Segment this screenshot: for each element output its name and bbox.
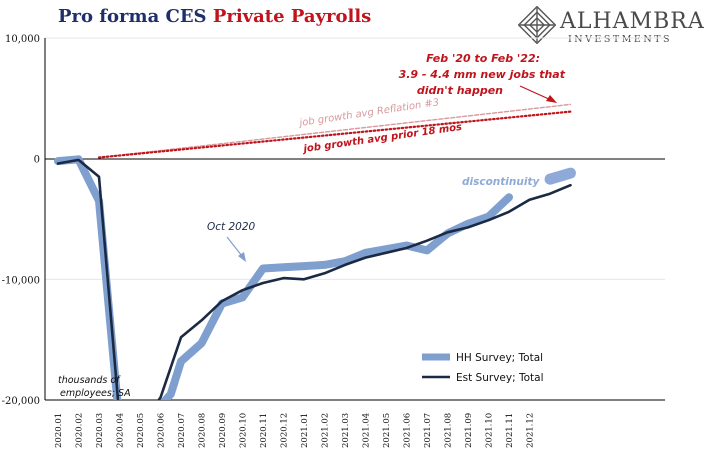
units-label-line2: employees; SA bbox=[60, 388, 131, 399]
legend: HH Survey; Total Est Survey; Total bbox=[422, 352, 543, 384]
x-tick-label: 2021.10 bbox=[485, 413, 495, 448]
x-tick-label: 2021.02 bbox=[321, 413, 331, 448]
alhambra-logo-icon bbox=[518, 6, 556, 44]
x-tick-label: 2020.09 bbox=[218, 413, 228, 448]
annotation-reflation: job growth avg Reflation #3 bbox=[297, 97, 440, 129]
x-tick-label: 2020.07 bbox=[177, 413, 187, 448]
logo: ALHAMBRA INVESTMENTS bbox=[560, 10, 705, 46]
series-est-line bbox=[56, 158, 572, 400]
annotation-discontinuity: discontinuity bbox=[462, 176, 540, 188]
series-lines bbox=[54, 103, 576, 400]
x-tick-label: 2020.02 bbox=[75, 413, 85, 448]
x-tick-label: 2020.05 bbox=[136, 413, 146, 448]
x-tick-labels: 2020.01 2020.02 2020.03 2020.04 2020.05 2020.… bbox=[54, 413, 536, 448]
legend-label-est: Est Survey; Total bbox=[456, 372, 543, 384]
x-tick-label: 2021.04 bbox=[362, 413, 372, 448]
y-tick-label: -20,000 bbox=[2, 396, 40, 407]
title-part-1: Pro forma CES bbox=[58, 6, 207, 27]
units-label-line1: thousands of bbox=[58, 375, 121, 386]
x-tick-label: 2020.04 bbox=[116, 413, 126, 448]
series-hh-line bbox=[54, 155, 513, 400]
gridlines bbox=[45, 37, 665, 401]
title-part-2: Private Payrolls bbox=[212, 6, 372, 27]
x-tick-label: 2020.03 bbox=[95, 413, 105, 448]
series-prior18-line bbox=[97, 110, 572, 159]
x-tick-label: 2021.11 bbox=[505, 413, 515, 448]
x-tick-label: 2021.01 bbox=[300, 413, 310, 448]
annotation-feb-line2: 3.9 - 4.4 mm new jobs that bbox=[399, 68, 566, 81]
x-tick-label: 2021.07 bbox=[423, 413, 433, 448]
x-tick-label: 2021.06 bbox=[403, 413, 413, 448]
x-tick-label: 2020.06 bbox=[157, 413, 167, 448]
chart-title: Pro forma CES Private Payrolls bbox=[58, 6, 371, 27]
series-reflation-line bbox=[98, 103, 572, 159]
axes bbox=[44, 38, 665, 401]
x-tick-label: 2021.12 bbox=[526, 413, 536, 448]
x-tick-label: 2021.03 bbox=[341, 413, 351, 448]
x-tick-label: 2020.08 bbox=[198, 413, 208, 448]
y-tick-label: 0 bbox=[34, 155, 40, 166]
red-arrow-icon bbox=[519, 85, 557, 103]
y-tick-label: -10,000 bbox=[2, 275, 40, 286]
annotation-feb-title: Feb '20 to Feb '22: bbox=[426, 52, 540, 65]
oct-arrow-icon bbox=[226, 236, 246, 262]
x-tick-label: 2020.01 bbox=[54, 413, 64, 448]
x-tick-label: 2020.12 bbox=[280, 413, 290, 448]
logo-name: ALHAMBRA bbox=[560, 9, 705, 34]
x-tick-label: 2021.05 bbox=[382, 413, 392, 448]
annotation-prior18: job growth avg prior 18 mos bbox=[301, 122, 463, 155]
annotation-oct2020: Oct 2020 bbox=[207, 221, 256, 233]
series-discontinuity-line bbox=[544, 167, 576, 185]
logo-subtitle: INVESTMENTS bbox=[568, 34, 673, 45]
y-tick-label: 10,000 bbox=[5, 34, 40, 45]
legend-label-hh: HH Survey; Total bbox=[456, 352, 543, 364]
annotation-feb-line3: didn't happen bbox=[417, 84, 503, 97]
y-tick-labels: 10,000 0 -10,000 -20,000 bbox=[2, 34, 40, 407]
x-tick-label: 2021.08 bbox=[444, 413, 454, 448]
x-tick-label: 2020.11 bbox=[259, 413, 269, 448]
x-tick-label: 2020.10 bbox=[239, 413, 249, 448]
x-tick-label: 2021.09 bbox=[464, 413, 474, 448]
